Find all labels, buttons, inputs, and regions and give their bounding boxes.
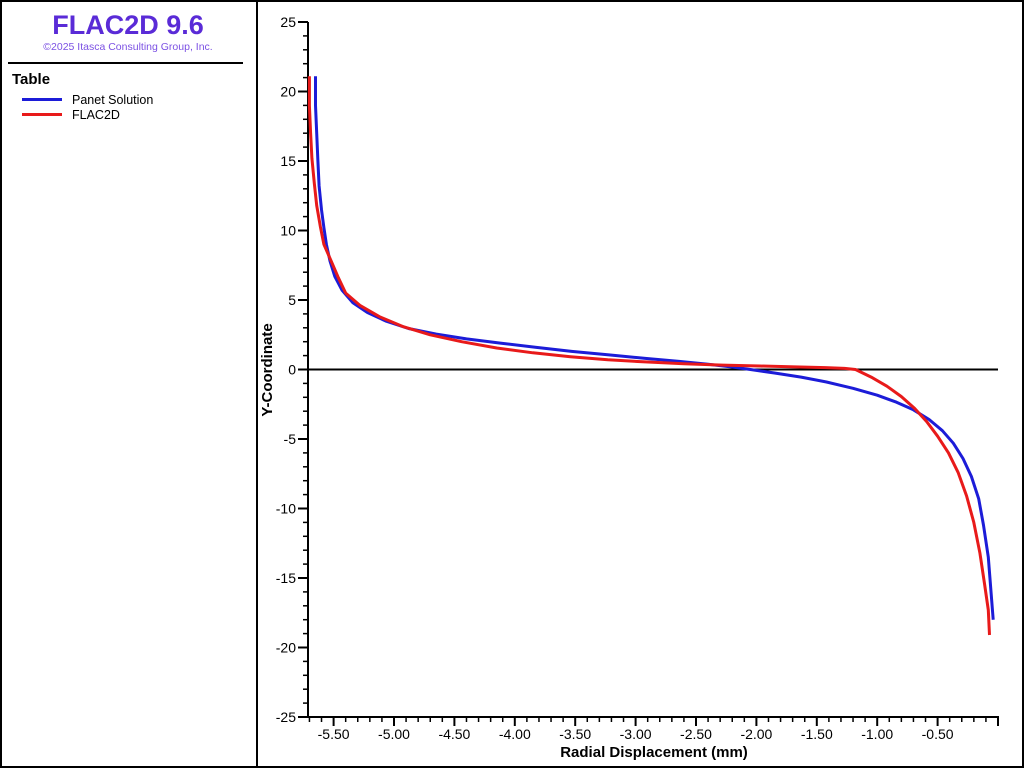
x-tick-label: -1.00	[861, 726, 893, 742]
y-tick-label: -20	[276, 640, 296, 656]
legend-title: Table	[12, 71, 51, 88]
x-tick-label: -4.50	[438, 726, 470, 742]
y-tick-label: -25	[276, 709, 296, 725]
copyright-text: ©2025 Itasca Consulting Group, Inc.	[43, 41, 213, 53]
x-tick-label: -3.00	[620, 726, 652, 742]
sidebar-separator	[8, 62, 243, 64]
legend-item-panet-solution: Panet Solution	[22, 92, 256, 107]
series-panet-solution	[314, 76, 995, 620]
legend-label: FLAC2D	[72, 107, 120, 122]
data-series	[307, 76, 995, 636]
y-tick-label: 15	[280, 153, 296, 169]
y-tick-label: 5	[288, 292, 296, 308]
legend-label: Panet Solution	[72, 92, 154, 107]
series-flac2d	[307, 76, 991, 636]
x-axis-title: Radial Displacement (mm)	[560, 744, 748, 761]
x-tick-label: -0.50	[922, 726, 954, 742]
y-tick-label: 25	[280, 14, 296, 30]
y-tick-label: 0	[288, 362, 296, 378]
y-tick-label: 10	[280, 223, 296, 239]
x-tick-label: -4.00	[499, 726, 531, 742]
x-tick-label: -1.50	[801, 726, 833, 742]
x-tick-label: -3.50	[559, 726, 591, 742]
sidebar: FLAC2D 9.6 ©2025 Itasca Consulting Group…	[0, 0, 256, 768]
panel-divider	[256, 0, 258, 768]
app-logo: FLAC2D 9.6	[52, 10, 204, 40]
y-tick-label: -5	[284, 431, 297, 447]
axes: 25 20 15 10 5 0 -5 -10 -15 -20 -25 -5.50 -5.00 -4.50 -…	[276, 14, 999, 742]
x-tick-label: -5.00	[378, 726, 410, 742]
y-tick-label: 20	[280, 84, 296, 100]
legend-line-blue	[22, 98, 62, 101]
legend-line-red	[22, 113, 62, 116]
x-tick-label: -2.00	[740, 726, 772, 742]
y-tick-label: -15	[276, 570, 296, 586]
y-tick-label: -10	[276, 501, 296, 517]
x-tick-label: -5.50	[318, 726, 350, 742]
legend-item-flac2d: FLAC2D	[22, 107, 256, 122]
y-axis-title: Y-Coordinate	[259, 323, 276, 416]
x-tick-label: -2.50	[680, 726, 712, 742]
